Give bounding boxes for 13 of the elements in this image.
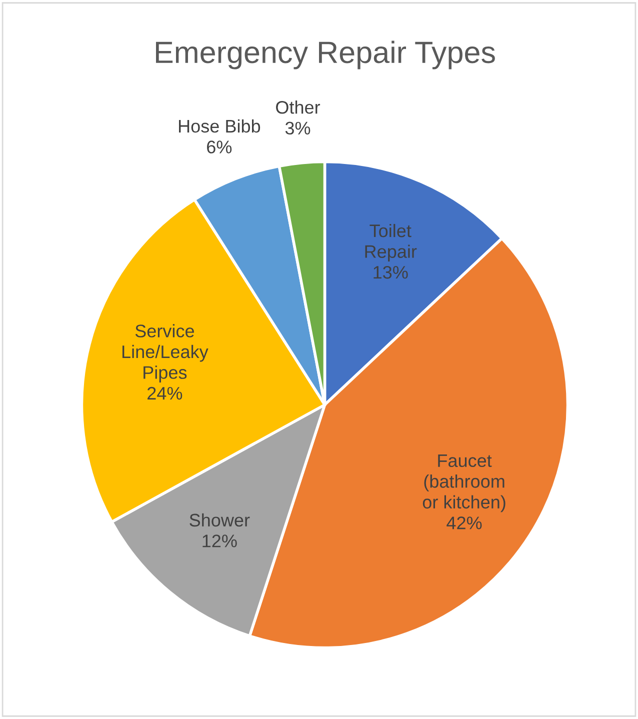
chart-title: Emergency Repair Types xyxy=(156,40,495,70)
slice-label: Shower xyxy=(190,513,250,527)
data-label: 13% xyxy=(374,266,408,279)
data-label: 6% xyxy=(207,140,232,154)
slice-label: Toilet Repair xyxy=(365,224,417,262)
data-label: 12% xyxy=(202,534,237,548)
slice-label: Hose Bibb xyxy=(179,119,260,133)
data-label: 3% xyxy=(285,122,310,135)
slice-label: Service Line/Leaky Pipes xyxy=(122,324,208,382)
slice-label: Faucet (bathroom or kitchen) xyxy=(422,454,506,512)
data-label: 42% xyxy=(446,516,482,530)
slice-label: Other xyxy=(276,100,320,114)
data-label: 24% xyxy=(148,386,182,400)
